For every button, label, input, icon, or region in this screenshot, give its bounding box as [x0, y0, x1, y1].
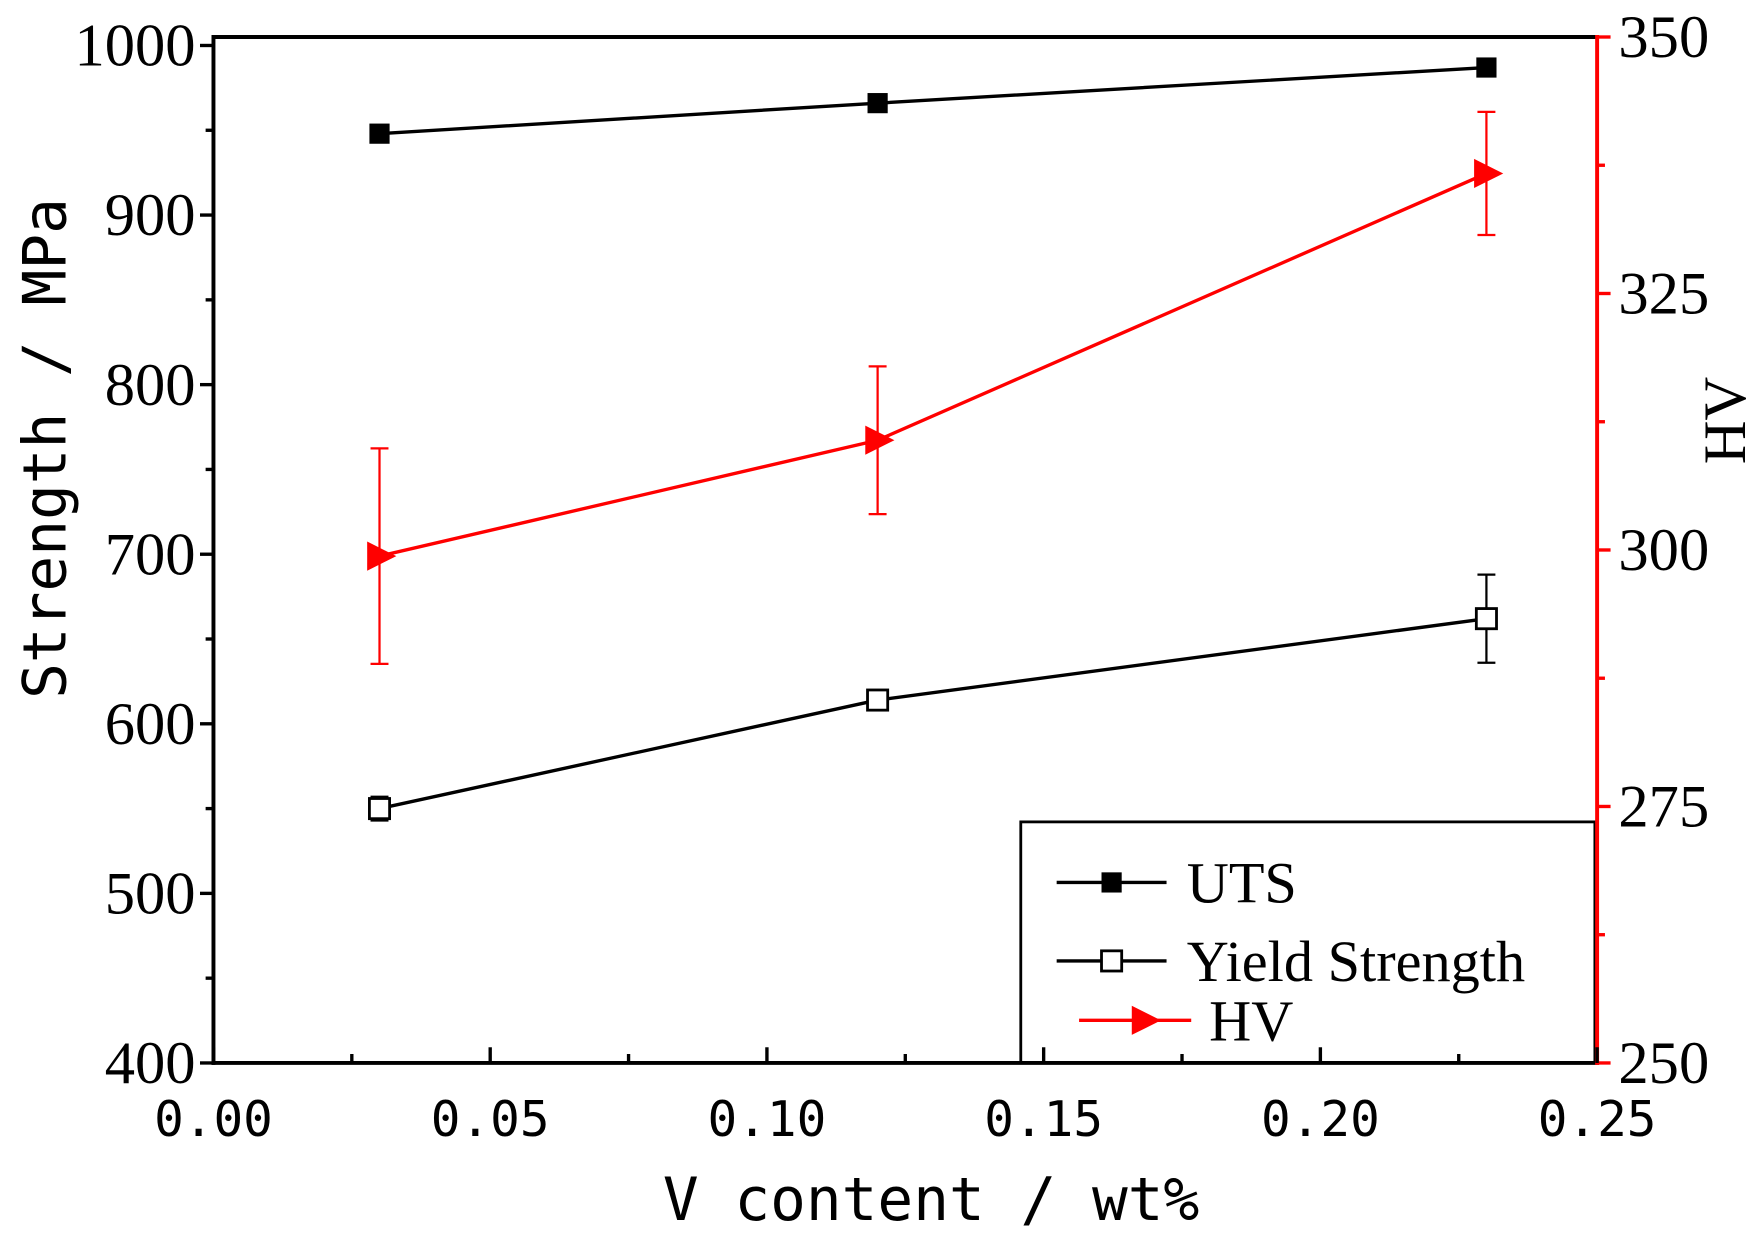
legend-hv-marker: [1131, 1005, 1161, 1035]
y-axis-title: Strength / MPa: [11, 198, 80, 699]
legend-entry-uts: UTS: [1056, 851, 1297, 916]
y-tick-label: 700: [105, 521, 196, 588]
y2-tick-label: 300: [1618, 517, 1709, 584]
hv-marker-2: [1474, 158, 1504, 189]
legend-box: [1019, 820, 1597, 1065]
legend-uts-label: UTS: [1187, 851, 1297, 916]
y-tick-label: 800: [105, 352, 196, 419]
legend-hv-label: HV: [1209, 989, 1293, 1054]
legend-uts-marker: [1101, 872, 1122, 893]
y2-tick-label: 325: [1618, 261, 1709, 328]
y2-axis-title: HV: [1692, 376, 1759, 464]
y2-tick-label: 275: [1618, 774, 1709, 841]
x-tick-label: 0.05: [431, 1090, 550, 1148]
x-tick-label: 0.25: [1538, 1090, 1657, 1148]
uts-marker-2: [1476, 57, 1497, 78]
legend-entry-yield-strength: Yield Strength: [1056, 929, 1525, 994]
x-tick-label: 0.20: [1261, 1090, 1380, 1148]
hv-marker-0: [367, 541, 397, 571]
y-tick-label: 900: [105, 182, 196, 249]
legend-entry-hv: HV: [1079, 989, 1293, 1054]
axis-tick-labels: 400 500 600 700 800 900 1000 250 275 300 325 350 0.0…: [74, 4, 1709, 1148]
y-tick-label: 400: [105, 1030, 196, 1097]
yield-strength-marker-1: [866, 688, 890, 712]
x-tick-label: 0.00: [154, 1090, 273, 1148]
axis-ticks: [200, 35, 1611, 1065]
yield-strength-marker-0: [368, 797, 391, 821]
x-axis-title: V content / wt%: [663, 1166, 1199, 1235]
uts-marker-0: [369, 123, 390, 144]
x-tick-label: 0.10: [708, 1090, 827, 1148]
yield-strength-marker-2: [1474, 607, 1498, 631]
y-tick-label: 500: [105, 861, 196, 928]
x-tick-label: 0.15: [984, 1090, 1103, 1148]
y2-tick-label: 350: [1618, 4, 1709, 71]
hv-marker-1: [865, 425, 895, 455]
series-markers: [367, 57, 1504, 821]
legend-yield-strength-marker: [1100, 949, 1124, 973]
y-tick-label: 1000: [74, 13, 195, 80]
y2-tick-label: 250: [1618, 1030, 1709, 1097]
legend: UTS Yield Strength HV: [1019, 820, 1597, 1065]
legend-yield-strength-label: Yield Strength: [1187, 929, 1525, 994]
uts-marker-1: [867, 93, 888, 114]
y-tick-label: 600: [105, 691, 196, 758]
